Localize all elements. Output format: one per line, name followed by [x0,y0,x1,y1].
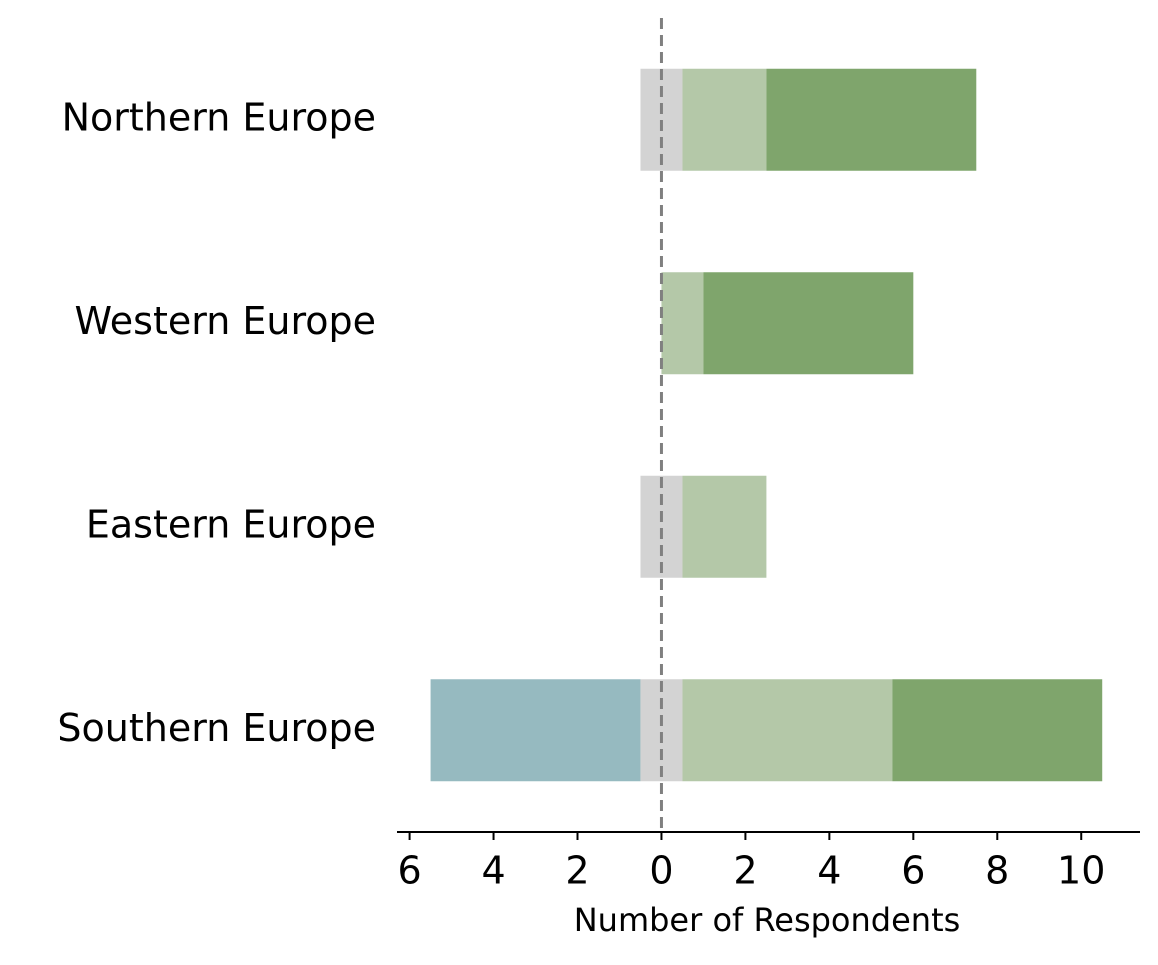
x-tick-label: 8 [985,849,1009,893]
x-tick-label: 4 [481,849,505,893]
bar-segment [430,679,641,782]
category-label: Southern Europe [57,706,376,750]
bar-segment [703,272,914,375]
category-label: Eastern Europe [86,502,376,546]
bar-segment [766,68,977,171]
x-tick-label: 10 [1057,849,1105,893]
x-tick-label: 6 [397,849,421,893]
bar-segment [640,679,683,782]
bar-segment [661,272,704,375]
bar-segment [682,679,893,782]
x-tick-label: 0 [649,849,673,893]
x-tick-label: 4 [817,849,841,893]
x-tick-label: 2 [733,849,757,893]
x-tick-label: 6 [901,849,925,893]
category-label: Northern Europe [62,95,376,139]
bar-segment [640,68,683,171]
bar-segment [892,679,1103,782]
x-tick-label: 2 [565,849,589,893]
bar-segment [682,68,767,171]
bar-segment [682,475,767,578]
category-label: Western Europe [74,299,376,343]
bar-segment [640,475,683,578]
x-axis-label: Number of Respondents [574,901,961,939]
